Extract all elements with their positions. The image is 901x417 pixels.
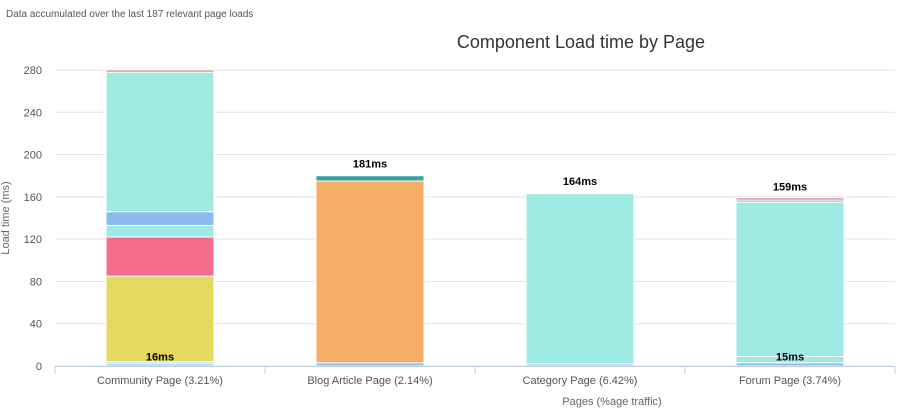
y-axis-ticks: 0 40 80 120 160 200 240 280 xyxy=(24,65,42,373)
x-tick-label: Community Page (3.21%) xyxy=(97,375,223,387)
bar-segment[interactable] xyxy=(105,71,215,213)
bar-total-label: 16ms xyxy=(146,352,174,364)
y-tick-label: 200 xyxy=(24,150,42,162)
x-axis: Community Page (3.21%) Blog Article Page … xyxy=(54,366,896,387)
x-tick-label: Category Page (6.42%) xyxy=(523,375,638,387)
bar-segment[interactable] xyxy=(105,275,215,363)
chart-title: Component Load time by Page xyxy=(457,32,705,52)
y-tick-label: 40 xyxy=(30,319,42,331)
bar-segment[interactable] xyxy=(525,193,635,365)
y-axis-title: Load time (ms) xyxy=(0,181,12,254)
bar-segment[interactable] xyxy=(105,236,215,277)
data-labels: 16ms 181ms 164ms 15ms 159ms xyxy=(146,158,807,363)
bar-total-label: 15ms xyxy=(776,352,804,364)
bar-total-label: 181ms xyxy=(353,158,387,170)
y-tick-label: 240 xyxy=(24,107,42,119)
x-tick-label: Blog Article Page (2.14%) xyxy=(307,375,432,387)
y-tick-label: 160 xyxy=(24,192,42,204)
bar-segment[interactable] xyxy=(105,69,215,73)
bar-segment[interactable] xyxy=(105,211,215,226)
bar-total-label: 159ms xyxy=(773,182,807,194)
x-axis-title: Pages (%age traffic) xyxy=(562,396,661,408)
y-tick-label: 0 xyxy=(36,361,42,373)
bar-stacks xyxy=(105,69,845,367)
y-tick-label: 80 xyxy=(30,276,42,288)
bar-segment[interactable] xyxy=(735,201,845,357)
y-tick-label: 280 xyxy=(24,65,42,77)
data-summary-note: Data accumulated over the last 187 relev… xyxy=(6,9,254,20)
bar-segment[interactable] xyxy=(105,224,215,238)
x-tick-label: Forum Page (3.74%) xyxy=(739,375,841,387)
bar-total-label: 164ms xyxy=(563,176,597,188)
bar-segment[interactable] xyxy=(735,197,845,201)
bar-segment[interactable] xyxy=(315,175,425,182)
bar-segment[interactable] xyxy=(315,180,425,364)
y-tick-label: 120 xyxy=(24,234,42,246)
